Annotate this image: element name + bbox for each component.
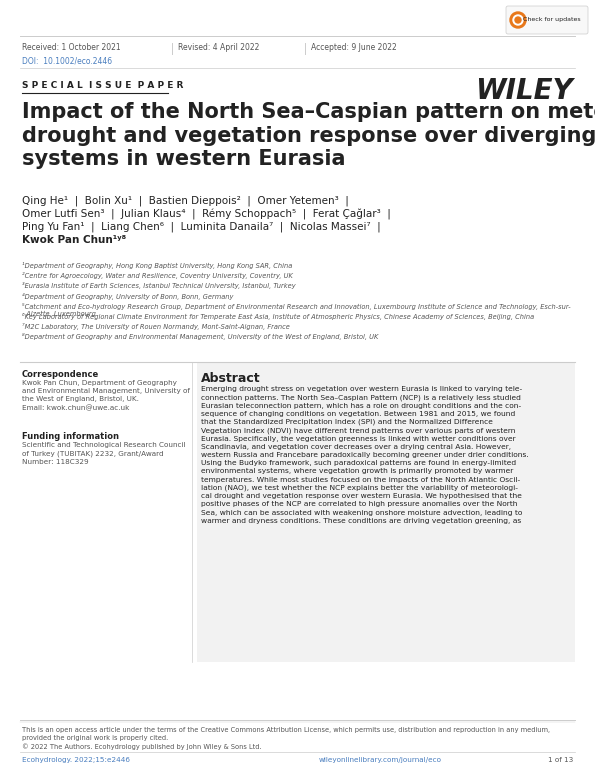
Text: ⁴Department of Geography, University of Bonn, Bonn, Germany: ⁴Department of Geography, University of … xyxy=(22,292,233,300)
Text: 1 of 13: 1 of 13 xyxy=(548,757,573,763)
Text: Abstract: Abstract xyxy=(201,372,261,385)
Text: Ping Yu Fan¹  |  Liang Chen⁶  |  Luminita Danaila⁷  |  Nicolas Massei⁷  |: Ping Yu Fan¹ | Liang Chen⁶ | Luminita Da… xyxy=(22,222,381,232)
Text: Received: 1 October 2021: Received: 1 October 2021 xyxy=(22,43,121,52)
Circle shape xyxy=(515,17,521,23)
Text: Qing He¹  |  Bolin Xu¹  |  Bastien Dieppois²  |  Omer Yetemen³  |: Qing He¹ | Bolin Xu¹ | Bastien Dieppois²… xyxy=(22,196,349,206)
Text: ³Eurasia Institute of Earth Sciences, Istanbul Technical University, Istanbul, T: ³Eurasia Institute of Earth Sciences, Is… xyxy=(22,282,296,289)
Text: ⁸Department of Geography and Environmental Management, University of the West of: ⁸Department of Geography and Environment… xyxy=(22,333,378,340)
Text: ¹Department of Geography, Hong Kong Baptist University, Hong Kong SAR, China: ¹Department of Geography, Hong Kong Bapt… xyxy=(22,262,292,269)
Text: Funding information: Funding information xyxy=(22,432,119,441)
Circle shape xyxy=(513,15,523,25)
Bar xyxy=(197,362,575,662)
Text: Ecohydrology. 2022;15:e2446: Ecohydrology. 2022;15:e2446 xyxy=(22,757,130,763)
Text: Omer Lutfi Sen³  |  Julian Klaus⁴  |  Rémy Schoppach⁵  |  Ferat Çağlar³  |: Omer Lutfi Sen³ | Julian Klaus⁴ | Rémy S… xyxy=(22,209,391,220)
FancyBboxPatch shape xyxy=(506,6,588,34)
Text: This is an open access article under the terms of the Creative Commons Attributi: This is an open access article under the… xyxy=(22,727,550,751)
Text: Check for updates: Check for updates xyxy=(523,17,581,23)
Text: Kwok Pan Chun¹ʸ⁸: Kwok Pan Chun¹ʸ⁸ xyxy=(22,235,126,245)
Text: Impact of the North Sea–Caspian pattern on meteorological
drought and vegetation: Impact of the North Sea–Caspian pattern … xyxy=(22,102,595,169)
Text: WILEY: WILEY xyxy=(475,77,573,105)
Text: ⁵Catchment and Eco-hydrology Research Group, Department of Environmental Researc: ⁵Catchment and Eco-hydrology Research Gr… xyxy=(22,303,571,317)
Text: Accepted: 9 June 2022: Accepted: 9 June 2022 xyxy=(311,43,397,52)
Text: Revised: 4 April 2022: Revised: 4 April 2022 xyxy=(178,43,259,52)
Text: DOI:  10.1002/eco.2446: DOI: 10.1002/eco.2446 xyxy=(22,57,112,66)
Text: Emerging drought stress on vegetation over western Eurasia is linked to varying : Emerging drought stress on vegetation ov… xyxy=(201,386,529,524)
Text: ²Centre for Agroecology, Water and Resilience, Coventry University, Coventry, UK: ²Centre for Agroecology, Water and Resil… xyxy=(22,272,293,279)
Text: Scientific and Technological Research Council
of Turkey (TUBITAK) 2232, Grant/Aw: Scientific and Technological Research Co… xyxy=(22,442,186,465)
Text: Correspondence: Correspondence xyxy=(22,370,99,379)
Text: S P E C I A L  I S S U E  P A P E R: S P E C I A L I S S U E P A P E R xyxy=(22,81,183,90)
Circle shape xyxy=(510,12,526,28)
Text: wileyonlinelibrary.com/journal/eco: wileyonlinelibrary.com/journal/eco xyxy=(318,757,441,763)
Text: ⁶Key Laboratory of Regional Climate Environment for Temperate East Asia, Institu: ⁶Key Laboratory of Regional Climate Envi… xyxy=(22,313,534,320)
Text: ⁷M2C Laboratory, The University of Rouen Normandy, Mont-Saint-Aignan, France: ⁷M2C Laboratory, The University of Rouen… xyxy=(22,323,290,330)
Text: Kwok Pan Chun, Department of Geography
and Environmental Management, University : Kwok Pan Chun, Department of Geography a… xyxy=(22,380,190,411)
